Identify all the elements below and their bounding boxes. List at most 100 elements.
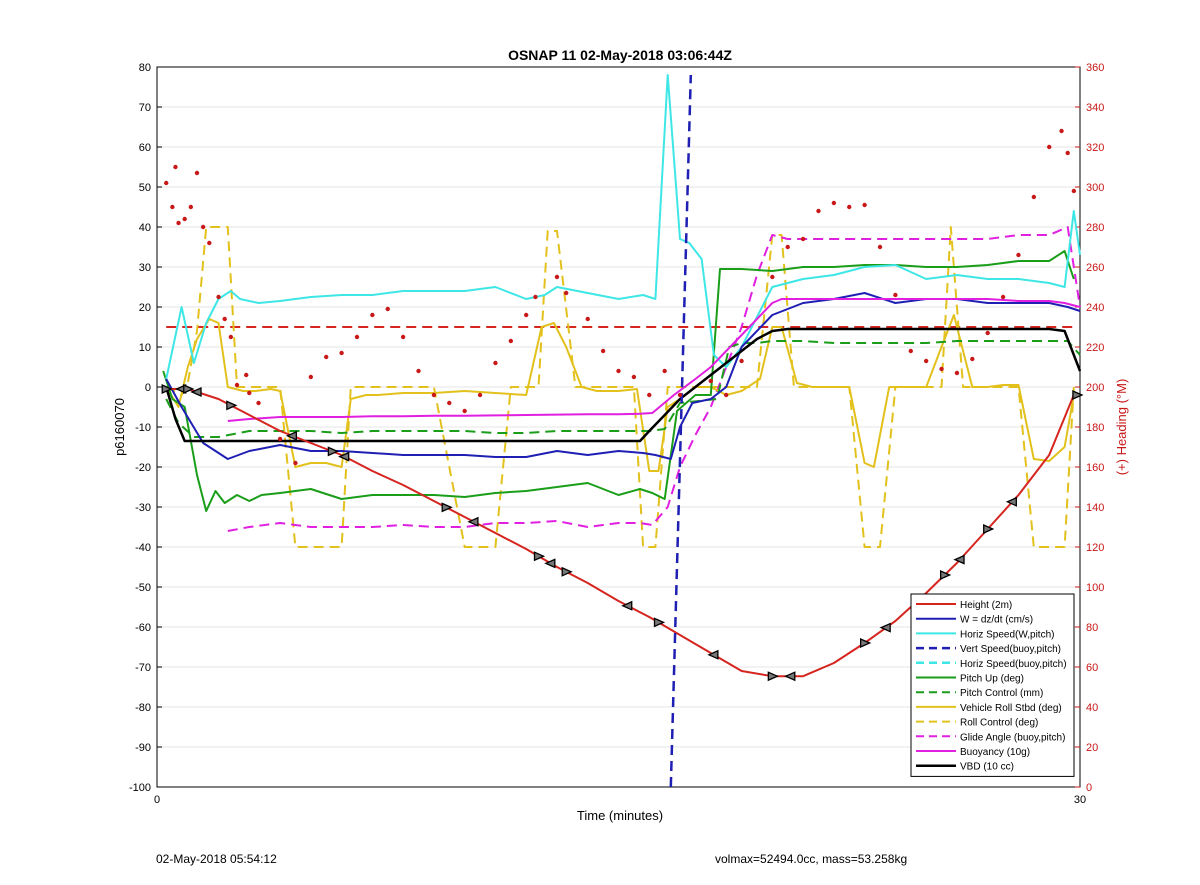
right-tick-label: 120: [1086, 542, 1104, 554]
heading-point: [785, 244, 790, 250]
x-axis-label: Time (minutes): [577, 808, 663, 823]
series-layer: [162, 74, 1082, 788]
right-tick-label: 300: [1086, 182, 1104, 194]
heading-point: [176, 220, 181, 226]
right-tick-label: 0: [1086, 782, 1092, 794]
height-marker: [190, 386, 202, 398]
heading-point: [477, 392, 483, 398]
left-tick-label: -30: [135, 502, 151, 514]
heading-point: [277, 436, 283, 442]
legend-label: Vert Speed(buoy,pitch): [960, 644, 1061, 655]
legend-label: Vehicle Roll Stbd (deg): [960, 703, 1062, 714]
series-line: [227, 298, 1081, 422]
heading-point: [400, 334, 406, 340]
heading-point: [877, 244, 883, 250]
left-axis-ticks: 80 70 60 50 40 30 20 10 0 -10 -20 -30 -40 -50 -60 -70 -8…: [129, 62, 162, 794]
height-marker: [939, 569, 952, 581]
right-tick-label: 140: [1086, 502, 1104, 514]
heading-point: [554, 274, 560, 280]
heading-point: [247, 390, 252, 396]
heading-point: [324, 354, 329, 360]
heading-point: [923, 358, 929, 364]
series-line: [165, 314, 1075, 472]
heading-point: [244, 372, 249, 378]
height-marker: [784, 671, 796, 682]
left-axis-label: p6160070: [112, 398, 127, 456]
grid-lines: [157, 66, 1080, 788]
heading-point: [194, 170, 200, 176]
height-marker: [561, 566, 573, 577]
right-tick-label: 80: [1086, 622, 1098, 634]
height-marker: [621, 600, 633, 611]
legend-label: VBD (10 cc): [960, 762, 1014, 773]
left-tick-label: 50: [139, 182, 151, 194]
height-marker: [533, 551, 546, 562]
heading-point: [816, 208, 821, 214]
legend-label: Height (2m): [960, 600, 1012, 611]
heading-point: [256, 400, 261, 406]
height-marker: [544, 558, 556, 569]
heading-point: [723, 392, 729, 398]
legend-label: Glide Angle (buoy,pitch): [960, 732, 1065, 743]
height-marker: [161, 383, 173, 395]
height-marker: [285, 430, 298, 441]
heading-point: [985, 330, 990, 336]
heading-point: [893, 292, 898, 298]
height-marker: [707, 649, 719, 660]
right-axis-label: (+) Heading (°M): [1114, 379, 1129, 476]
footer-volmax-mass: volmax=52494.0cc, mass=53.258kg: [715, 852, 908, 866]
height-marker: [327, 446, 339, 457]
right-tick-label: 160: [1086, 462, 1104, 474]
legend-label: Roll Control (deg): [960, 718, 1038, 729]
series-line: [164, 327, 1082, 443]
heading-point: [508, 338, 514, 344]
height-marker: [653, 617, 666, 628]
right-tick-label: 240: [1086, 302, 1104, 314]
heading-point: [847, 204, 852, 210]
height-marker: [467, 516, 479, 527]
left-tick-label: 30: [139, 262, 151, 274]
height-marker: [953, 554, 965, 565]
right-tick-label: 260: [1086, 262, 1104, 274]
legend-label: Pitch Control (mm): [960, 688, 1043, 699]
left-tick-label: 0: [145, 382, 151, 394]
left-tick-label: -70: [135, 662, 151, 674]
right-tick-label: 280: [1086, 222, 1104, 234]
left-tick-label: -10: [135, 422, 151, 434]
right-tick-label: 20: [1086, 742, 1098, 754]
right-tick-label: 180: [1086, 422, 1104, 434]
legend-label: Buoyancy (10g): [960, 747, 1030, 758]
heading-point: [533, 294, 538, 300]
right-tick-label: 60: [1086, 662, 1098, 674]
heading-point: [708, 378, 713, 384]
heading-point: [862, 202, 867, 208]
heading-point: [173, 164, 178, 170]
height-marker: [183, 383, 195, 395]
heading-point: [970, 356, 975, 362]
heading-point: [207, 240, 212, 246]
right-tick-label: 100: [1086, 582, 1104, 594]
heading-point: [234, 382, 240, 388]
heading-point: [164, 180, 169, 186]
left-tick-label: -40: [135, 542, 151, 554]
heading-point: [200, 224, 206, 230]
heading-point: [354, 334, 360, 340]
series-line: [162, 250, 1075, 512]
series-line: [165, 292, 1081, 460]
left-tick-label: -90: [135, 742, 151, 754]
legend-label: Horiz Speed(W,pitch): [960, 629, 1054, 640]
height-marker: [226, 400, 238, 411]
heading-point: [1065, 150, 1070, 156]
left-tick-label: -100: [129, 782, 151, 794]
heading-point: [770, 274, 775, 280]
heading-points-layer: [164, 128, 1077, 466]
heading-point: [600, 348, 606, 354]
legend-label: W = dz/dt (cm/s): [960, 615, 1033, 626]
height-marker: [338, 451, 350, 462]
left-tick-label: -60: [135, 622, 151, 634]
series-line: [163, 388, 1075, 678]
heading-point: [416, 368, 421, 374]
heading-point: [339, 350, 344, 356]
heading-point: [662, 368, 667, 374]
heading-point: [447, 400, 452, 406]
